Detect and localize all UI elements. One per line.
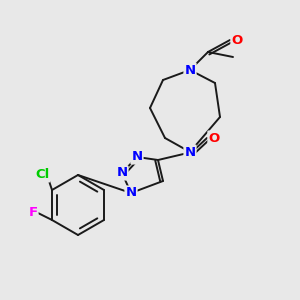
Text: O: O (231, 34, 243, 46)
Text: N: N (131, 151, 142, 164)
Text: O: O (208, 131, 220, 145)
Text: N: N (184, 146, 196, 158)
Text: N: N (184, 64, 196, 76)
Text: F: F (28, 206, 38, 220)
Text: N: N (116, 167, 128, 179)
Text: N: N (125, 187, 136, 200)
Text: Cl: Cl (35, 169, 49, 182)
